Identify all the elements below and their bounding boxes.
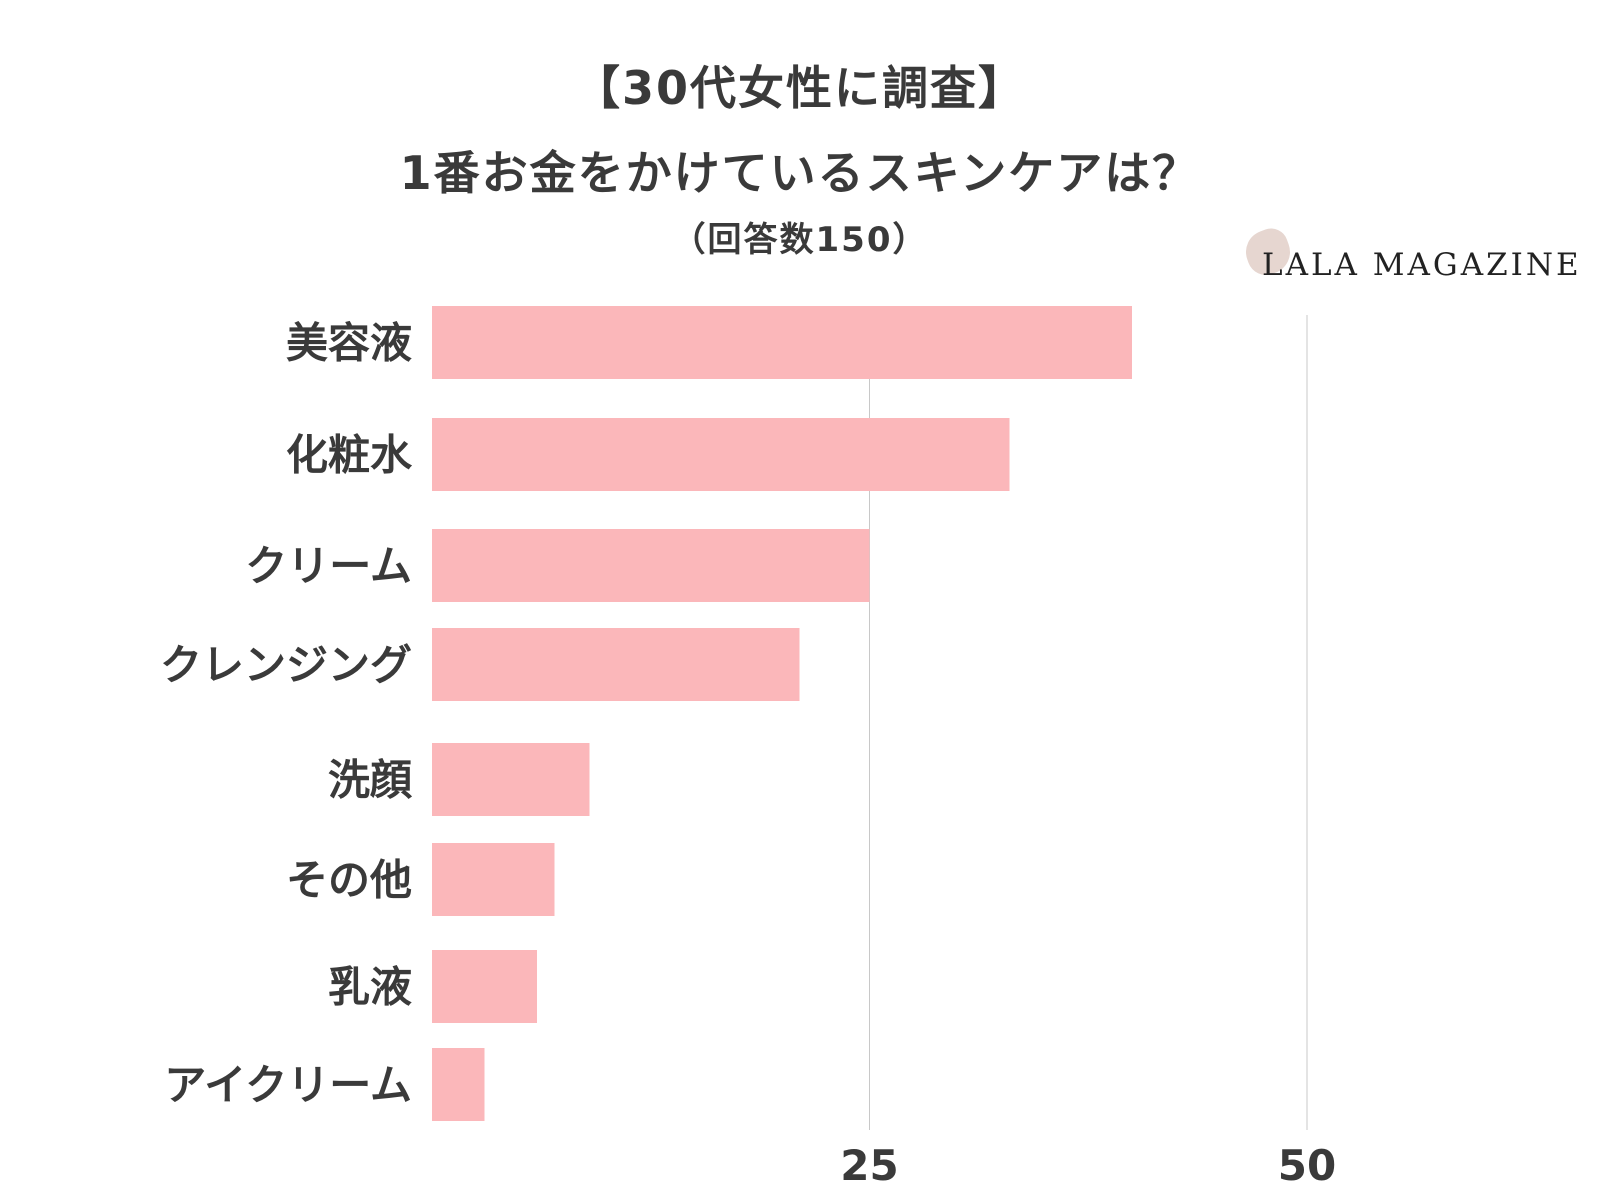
category-label: クレンジング xyxy=(160,641,412,690)
x-tick-label: 25 xyxy=(840,1141,898,1190)
bar xyxy=(432,743,590,816)
x-tick-label: 50 xyxy=(1278,1141,1336,1190)
category-label: アイクリーム xyxy=(164,1061,412,1110)
bar xyxy=(432,950,537,1023)
chart-title-line-1: 【30代女性に調査】 xyxy=(573,61,1026,115)
logo-wordmark: LALA MAGAZINE xyxy=(1262,247,1582,283)
bar xyxy=(432,306,1132,379)
category-label: 乳液 xyxy=(328,963,412,1012)
category-label: 美容液 xyxy=(286,319,412,368)
bar xyxy=(432,628,800,701)
brand-logo: LALA MAGAZINE xyxy=(1239,223,1582,295)
category-label: その他 xyxy=(286,856,412,905)
bar xyxy=(432,843,555,916)
bar xyxy=(432,418,1010,491)
bar xyxy=(432,1048,485,1121)
category-label: クリーム xyxy=(245,542,412,591)
chart-title-line-2: 1番お金をかけているスキンケアは？ xyxy=(399,146,1201,200)
category-label: 洗顔 xyxy=(328,756,413,805)
chart-subtitle: （回答数150） xyxy=(671,220,929,260)
category-label: 化粧水 xyxy=(286,431,413,480)
bar xyxy=(432,529,870,602)
